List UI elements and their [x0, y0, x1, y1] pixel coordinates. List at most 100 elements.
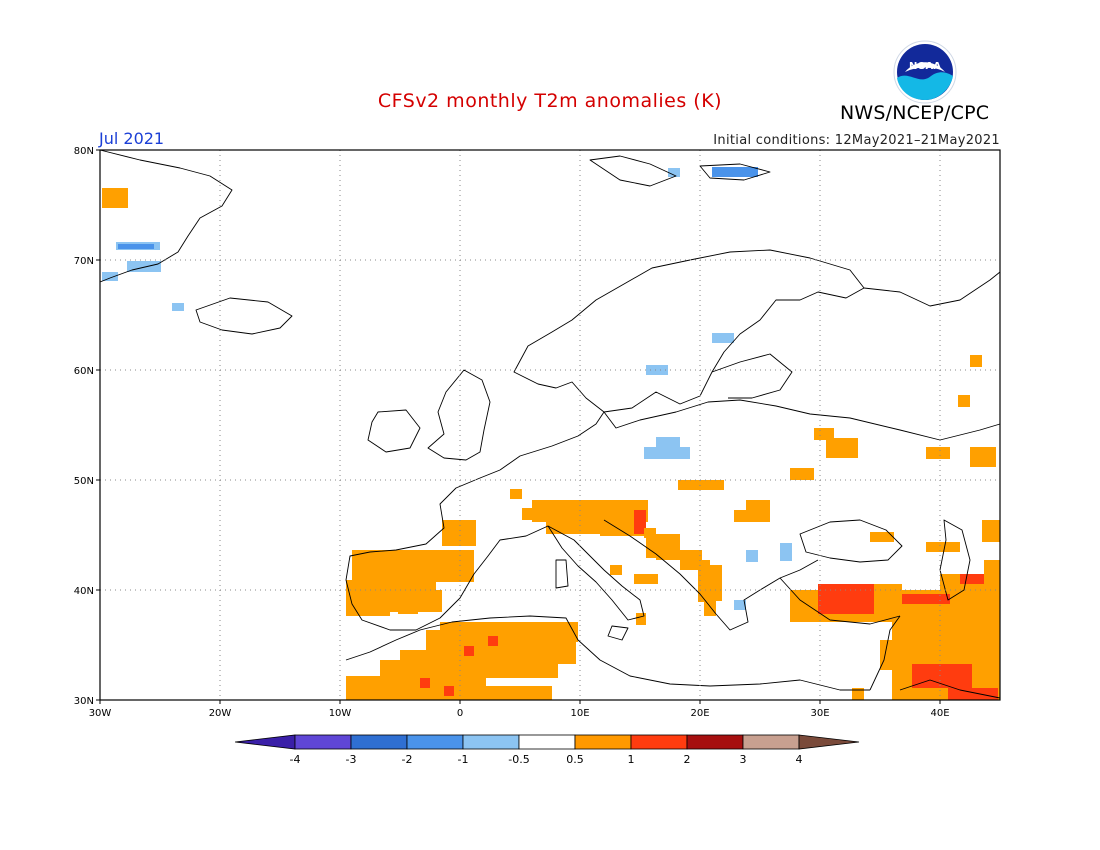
- colorbar-arrow-low: [235, 734, 296, 750]
- anomaly-cell-red: [464, 646, 474, 656]
- coastline-11: [345, 469, 549, 631]
- coastline-14: [555, 559, 569, 589]
- anomaly-cell-red: [488, 636, 498, 646]
- anomaly-cell-orange: [566, 622, 578, 642]
- anomaly-cell-orange: [656, 550, 686, 560]
- anomaly-cell-orange: [636, 613, 646, 625]
- anomaly-cell-orange: [530, 646, 552, 658]
- coastline-20: [869, 615, 901, 691]
- lon-label: 30W: [89, 708, 112, 719]
- colorbar-swatch: [686, 734, 744, 750]
- latitude-labels: 80N 70N 60N 50N 40N 30N: [74, 146, 100, 707]
- anomaly-cell-orange: [610, 565, 622, 575]
- anomaly-cell-orange: [852, 688, 864, 700]
- anomaly-cell-red: [818, 584, 874, 614]
- lat-label: 70N: [74, 256, 94, 267]
- anomaly-cell-orange: [346, 676, 486, 700]
- anomaly-cell-blue: [118, 244, 154, 249]
- colorbar-swatch: [574, 734, 632, 750]
- anomaly-cell-orange: [826, 438, 858, 458]
- coastline-4: [513, 249, 865, 413]
- anomaly-cell-red: [902, 594, 950, 604]
- colorbar-label: -0.5: [508, 753, 529, 766]
- colorbar-label: 3: [740, 753, 747, 766]
- anomaly-cell-orange: [790, 468, 814, 480]
- initial-conditions: Initial conditions: 12May2021–21May2021: [713, 133, 1000, 148]
- coastline-18: [939, 519, 971, 601]
- anomaly-cell-orange: [480, 686, 552, 700]
- anomaly-cell-orange: [984, 560, 1000, 578]
- anomaly-cell-orange: [644, 528, 656, 538]
- lat-label: 40N: [74, 586, 94, 597]
- lon-label: 20W: [209, 708, 232, 719]
- coastline-12: [547, 525, 645, 621]
- anomaly-cell-orange: [926, 447, 950, 459]
- anomaly-cell-orange: [346, 580, 390, 616]
- coastline-10: [499, 411, 605, 471]
- map-frame: [99, 149, 1001, 701]
- anomaly-cell-orange: [734, 510, 758, 522]
- anomaly-cell-orange: [926, 542, 960, 552]
- coastline-6: [711, 353, 793, 399]
- anomaly-cell-orange: [704, 600, 716, 616]
- coastline-9: [603, 399, 1001, 441]
- coastline-3: [195, 297, 293, 335]
- anomaly-cell-red: [948, 688, 998, 700]
- anomaly-cell-orange: [970, 447, 996, 467]
- lon-label: 10W: [329, 708, 352, 719]
- anomaly-cell-orange: [532, 500, 648, 522]
- anomaly-cell-lightblue: [668, 168, 680, 177]
- anomaly-cell-lightblue: [746, 550, 758, 562]
- colorbar-arrow-high: [798, 734, 860, 750]
- anomaly-cell-lightblue: [646, 365, 668, 375]
- colorbar-swatch: [742, 734, 800, 750]
- lat-label: 60N: [74, 366, 94, 377]
- anomaly-cell-orange: [462, 656, 558, 678]
- anomaly-cell-orange: [678, 480, 724, 490]
- colorbar-label: -4: [290, 753, 301, 766]
- forecast-month: Jul 2021: [99, 129, 165, 148]
- lat-label: 80N: [74, 146, 94, 157]
- anomaly-cell-orange: [442, 520, 476, 546]
- anomaly-cells: [102, 167, 1000, 700]
- coastline-0: [99, 149, 233, 283]
- anomaly-cell-orange: [680, 550, 702, 570]
- anomaly-cell-red: [634, 510, 646, 534]
- coastline-13: [607, 625, 629, 641]
- colorbar-label: -1: [458, 753, 469, 766]
- colorbar: -4 -3 -2 -1 -0.5 0.5 1 2 3 4: [235, 734, 860, 766]
- colorbar-label: 4: [796, 753, 803, 766]
- colorbar-label: 0.5: [566, 753, 584, 766]
- coastline-17: [779, 577, 901, 625]
- anomaly-cell-orange: [814, 428, 834, 440]
- coastline-19: [345, 615, 870, 691]
- anomaly-cell-orange: [510, 489, 522, 499]
- anomaly-cell-orange: [634, 574, 658, 584]
- lon-label: 10E: [570, 708, 589, 719]
- lat-label: 30N: [74, 696, 94, 707]
- lon-label: 30E: [810, 708, 829, 719]
- coastlines: [99, 149, 1001, 699]
- coastline-2: [699, 163, 771, 181]
- coastline-7: [427, 369, 491, 461]
- anomaly-cell-orange: [958, 395, 970, 407]
- graticule: [100, 150, 1000, 700]
- anomaly-cell-orange: [102, 188, 128, 208]
- coastline-5: [863, 271, 1001, 307]
- noaa-logo-text: NOAA: [909, 61, 941, 72]
- colorbar-swatch: [294, 734, 352, 750]
- lon-label: 40E: [930, 708, 949, 719]
- anomaly-cell-lightblue: [102, 272, 118, 281]
- anomaly-cell-blue: [712, 167, 758, 177]
- anomaly-cell-lightblue: [734, 600, 746, 610]
- colorbar-swatch: [462, 734, 520, 750]
- colorbar-swatch: [350, 734, 408, 750]
- anomaly-cell-red: [960, 574, 984, 584]
- anomaly-cell-lightblue: [712, 333, 734, 343]
- anomaly-cell-lightblue: [127, 261, 161, 272]
- colorbar-label: 2: [684, 753, 691, 766]
- colorbar-label: 1: [628, 753, 635, 766]
- colorbar-swatch: [518, 734, 576, 750]
- anomaly-cell-lightblue: [172, 303, 184, 311]
